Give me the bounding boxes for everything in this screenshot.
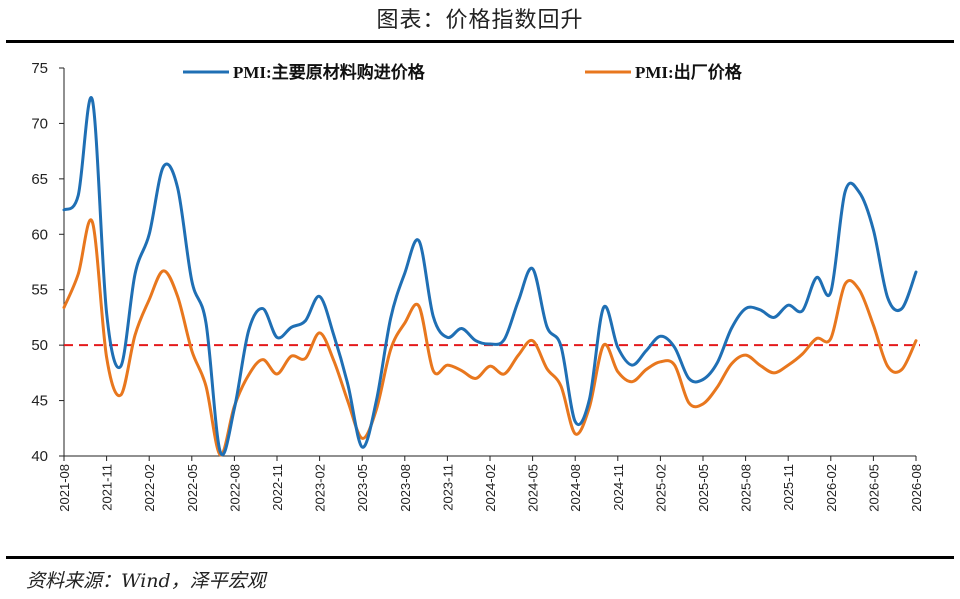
x-tick-label: 2021-08 [57, 464, 72, 512]
bottom-rule [6, 556, 954, 559]
legend-label-0: PMI:主要原材料购进价格 [233, 62, 426, 82]
x-tick-label: 2024-08 [568, 464, 583, 512]
x-tick-label: 2022-05 [185, 464, 200, 512]
axes [63, 68, 916, 457]
x-tick-label: 2025-05 [696, 464, 711, 512]
x-tick-label: 2026-05 [866, 464, 881, 512]
x-tick-label: 2023-11 [440, 464, 455, 511]
x-tick-label: 2026-08 [909, 464, 924, 512]
top-rule [6, 40, 954, 43]
y-tick-label: 65 [31, 171, 48, 188]
x-tick-label: 2024-11 [611, 464, 626, 511]
series-line-1 [62, 218, 918, 457]
series-lines [62, 96, 918, 457]
legend-label-1: PMI:出厂价格 [635, 62, 743, 82]
x-axis-ticks: 2021-08 2021-11 2022-02 2022-05 2022-08 2022-… [57, 456, 924, 512]
y-tick-label: 50 [31, 337, 48, 354]
x-tick-label: 2021-11 [100, 464, 115, 511]
x-tick-label: 2025-02 [653, 464, 668, 512]
x-tick-label: 2022-08 [227, 464, 242, 512]
y-axis-ticks: 40 45 50 55 60 65 70 75 [31, 60, 64, 465]
series-line-0 [62, 96, 918, 457]
y-tick-label: 75 [31, 60, 48, 77]
x-tick-label: 2024-05 [526, 464, 541, 512]
x-tick-label: 2022-11 [270, 464, 285, 511]
source-note: 资料来源：Wind，泽平宏观 [26, 570, 266, 592]
y-tick-label: 70 [31, 115, 48, 132]
y-tick-label: 45 [31, 393, 48, 410]
x-tick-label: 2025-11 [781, 464, 796, 511]
x-tick-label: 2023-08 [398, 464, 413, 512]
x-tick-label: 2026-02 [824, 464, 839, 512]
x-tick-label: 2023-05 [355, 464, 370, 512]
legend: PMI:主要原材料购进价格 PMI:出厂价格 [183, 62, 743, 82]
y-tick-label: 40 [31, 448, 48, 465]
y-tick-label: 60 [31, 226, 48, 243]
x-tick-label: 2023-02 [313, 464, 328, 512]
x-tick-label: 2025-08 [739, 464, 754, 512]
chart-title: 图表：价格指数回升 [376, 8, 584, 33]
y-tick-label: 55 [31, 282, 48, 299]
x-tick-label: 2024-02 [483, 464, 498, 512]
x-tick-label: 2022-02 [142, 464, 157, 512]
